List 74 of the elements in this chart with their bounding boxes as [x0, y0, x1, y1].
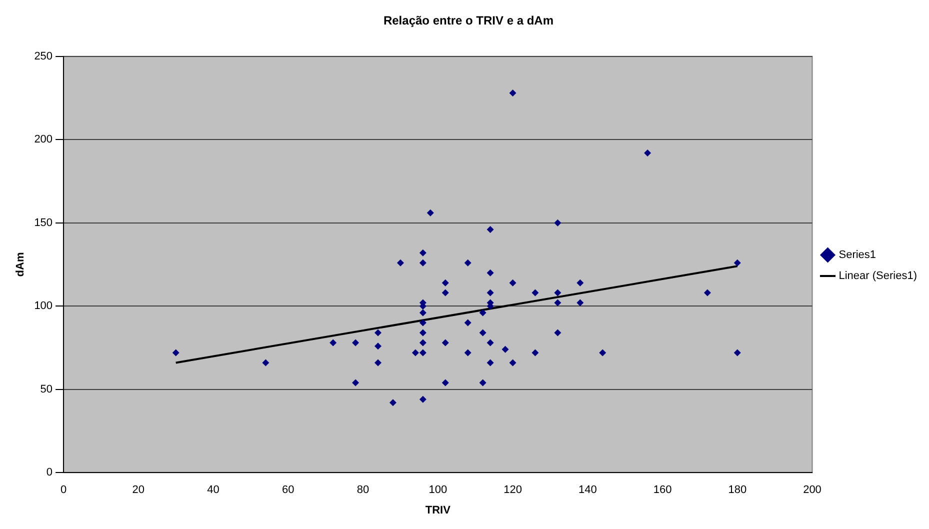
point [419, 319, 426, 326]
point [576, 279, 584, 286]
x-tick-label: 200 [803, 484, 822, 496]
point [464, 349, 472, 356]
point [486, 226, 494, 234]
point [172, 349, 180, 356]
point [554, 289, 562, 296]
point [442, 289, 449, 296]
x-tick-label: 0 [60, 484, 67, 496]
legend-label: Linear (Series1) [838, 270, 918, 282]
y-tick-label: 200 [34, 134, 53, 146]
point [442, 279, 449, 286]
x-tick-label: 180 [728, 484, 747, 496]
point [704, 289, 711, 296]
point [374, 342, 382, 350]
point [419, 396, 426, 403]
x-tick-label: 140 [578, 484, 597, 496]
y-tick-label: 50 [40, 383, 53, 396]
y-tick-label: 150 [34, 216, 53, 229]
legend-label: Series1 [838, 249, 876, 262]
point [479, 379, 486, 386]
point [419, 309, 426, 316]
point [464, 319, 472, 326]
point [479, 309, 486, 316]
x-tick-label: 160 [653, 484, 672, 496]
point [412, 349, 419, 356]
point [330, 339, 337, 346]
point [479, 329, 486, 336]
point [734, 349, 741, 356]
x-tick-label: 120 [504, 484, 522, 496]
point [502, 346, 509, 353]
point [486, 269, 494, 276]
point [262, 359, 270, 366]
x-tick-label: 100 [428, 484, 448, 496]
point [396, 259, 404, 266]
point [389, 399, 396, 406]
point [442, 339, 449, 346]
y-axis-title: dAm [14, 252, 27, 277]
point [554, 299, 562, 306]
x-tick-label: 80 [356, 484, 370, 496]
point [464, 259, 472, 266]
y-tick-label: 250 [34, 50, 53, 62]
point [509, 90, 516, 97]
point [599, 349, 606, 356]
point [419, 259, 426, 266]
y-tick-label: 100 [34, 300, 53, 312]
x-tick-label: 40 [207, 484, 220, 496]
x-axis-title: TRIV [425, 504, 452, 516]
point [644, 149, 652, 156]
point [374, 329, 382, 336]
point [554, 329, 562, 336]
point [509, 279, 516, 286]
point [486, 289, 494, 296]
point [419, 349, 426, 356]
point [532, 289, 539, 296]
point [352, 339, 360, 346]
point [419, 339, 426, 346]
point [554, 219, 562, 226]
x-tick-label: 20 [132, 484, 145, 496]
point [352, 379, 360, 386]
chart-title: Relação entre o TRIV e a dAm [383, 14, 554, 28]
point [419, 329, 426, 336]
point [576, 299, 584, 306]
point [426, 209, 434, 216]
point [486, 339, 494, 346]
point [442, 379, 449, 386]
point [734, 259, 741, 266]
point [486, 359, 494, 366]
point [419, 249, 426, 256]
x-tick-label: 60 [282, 484, 294, 496]
point [374, 359, 382, 366]
point [532, 349, 539, 356]
point [509, 359, 516, 366]
y-tick-label: 0 [46, 466, 53, 479]
